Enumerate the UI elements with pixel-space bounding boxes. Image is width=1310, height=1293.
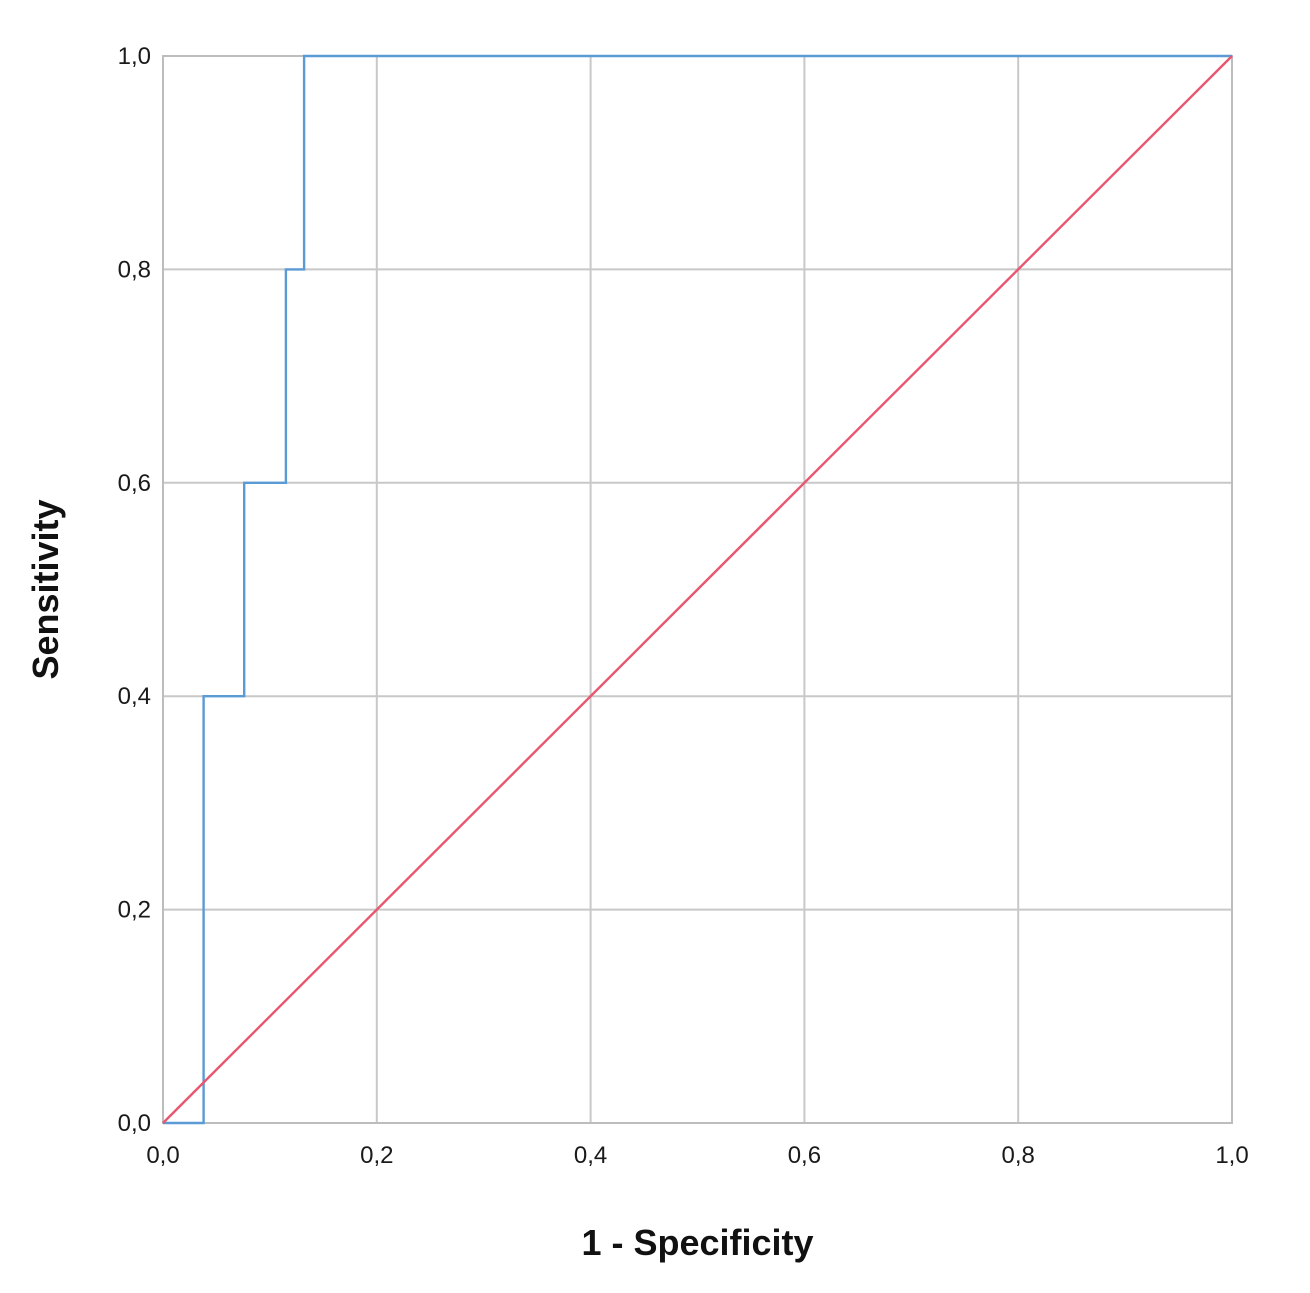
x-tick-label: 0,6 (788, 1142, 821, 1169)
x-tick-label: 0,0 (146, 1142, 179, 1169)
roc-curve-line (163, 54, 1232, 1125)
y-tick-labels: 0,0 0,2 0,4 0,6 0,8 1,0 (118, 43, 151, 1137)
y-tick-label: 0,8 (118, 256, 151, 283)
x-tick-label: 0,4 (574, 1142, 607, 1169)
series-layer (162, 54, 1233, 1125)
y-axis-title: Sensitivity (25, 499, 66, 679)
y-tick-label: 0,4 (118, 683, 151, 710)
x-tick-label: 0,2 (360, 1142, 393, 1169)
x-axis-title: 1 - Specificity (581, 1222, 813, 1263)
y-tick-label: 0,6 (118, 470, 151, 497)
x-tick-label: 0,8 (1002, 1142, 1035, 1169)
y-tick-label: 1,0 (118, 43, 151, 70)
reference-diagonal-line (162, 55, 1233, 1124)
x-tick-labels: 0,0 0,2 0,4 0,6 0,8 1,0 (146, 1142, 1248, 1169)
y-tick-label: 0,0 (118, 1110, 151, 1137)
x-tick-label: 1,0 (1215, 1142, 1248, 1169)
y-tick-label: 0,2 (118, 897, 151, 924)
